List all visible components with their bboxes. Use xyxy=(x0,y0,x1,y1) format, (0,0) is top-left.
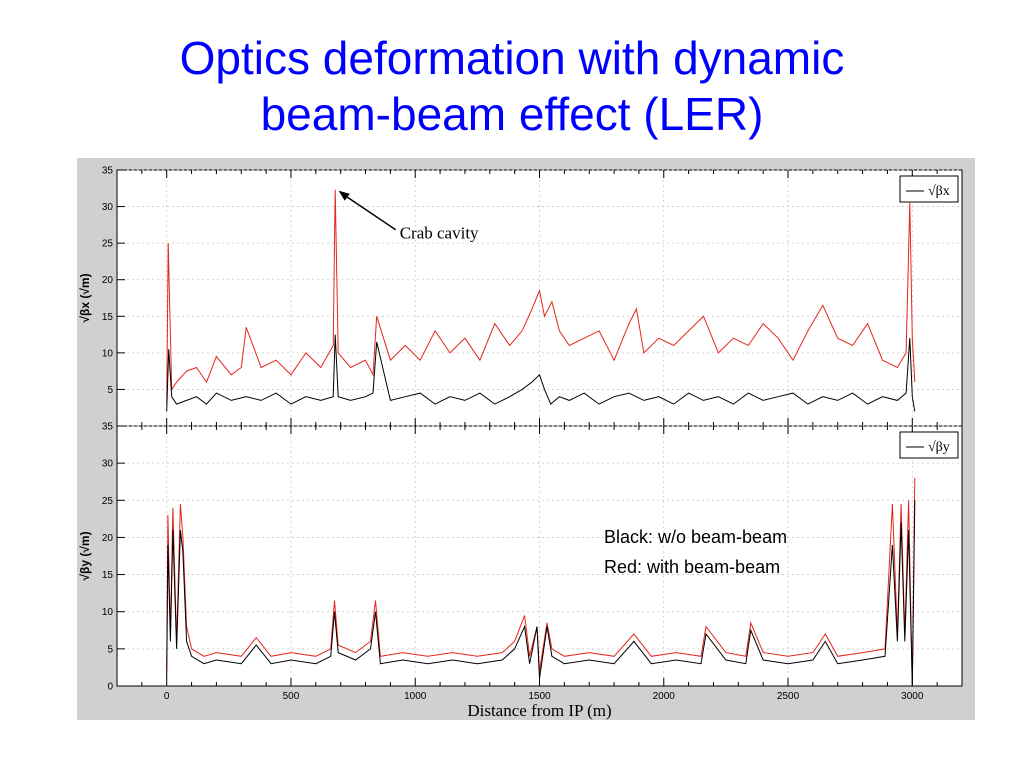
x-tick-label: 3000 xyxy=(901,691,924,702)
y-tick-label: 15 xyxy=(102,570,114,581)
y-tick-label: 35 xyxy=(102,166,114,177)
annotation-label: Crab cavity xyxy=(400,224,479,243)
series-without-beam-beam xyxy=(166,500,916,687)
panel-1: 5 10 15 20 25 30 35 √βx (√m) √βx Crab cavity xyxy=(78,166,963,427)
y-tick-label: 10 xyxy=(102,607,114,618)
series-without-beam-beam xyxy=(166,334,916,412)
series-with-beam-beam xyxy=(166,189,916,405)
slide-title: Optics deformation with dynamic beam-bea… xyxy=(0,30,1024,142)
y-tick-label: 30 xyxy=(102,202,114,213)
y-tick-label: 20 xyxy=(102,275,114,286)
x-tick-label: 2000 xyxy=(653,691,676,702)
legend-note-red: Red: with beam-beam xyxy=(604,557,781,577)
optics-figure: 5 10 15 20 25 30 35 √βx (√m) √βx Crab cavity 0 5 10 1… xyxy=(77,158,975,720)
x-tick-label: 0 xyxy=(164,691,170,702)
x-tick-label: 1000 xyxy=(404,691,427,702)
y-tick-label: 15 xyxy=(102,312,114,323)
x-tick-label: 2500 xyxy=(777,691,800,702)
panel-2: 0 5 10 15 20 25 30 35 0 500 1000 1500 2000 2500 3000 Di… xyxy=(78,422,963,720)
slide-title-line-2: beam-beam effect (LER) xyxy=(260,88,764,140)
y-axis-title: √βx (√m) xyxy=(78,273,92,322)
y-tick-label: 25 xyxy=(102,496,114,507)
y-tick-label: 5 xyxy=(107,385,113,396)
annotation-arrow-head xyxy=(338,190,350,201)
y-tick-label: 25 xyxy=(102,239,114,250)
y-tick-label: 0 xyxy=(107,682,113,693)
series-with-beam-beam xyxy=(166,477,916,687)
y-tick-label: 10 xyxy=(102,348,114,359)
x-tick-label: 500 xyxy=(283,691,300,702)
annotation-arrow-line xyxy=(340,192,397,231)
x-axis-title: Distance from IP (m) xyxy=(467,701,611,720)
y-tick-label: 20 xyxy=(102,533,114,544)
legend-label: √βx xyxy=(928,184,950,199)
x-tick-label: 1500 xyxy=(528,691,551,702)
beta-function-chart: 5 10 15 20 25 30 35 √βx (√m) √βx Crab cavity 0 5 10 1… xyxy=(78,166,963,720)
plot-area xyxy=(116,169,963,427)
legend-note: Black: w/o beam-beam Red: with beam-beam xyxy=(604,522,787,582)
legend-label: √βy xyxy=(928,440,950,455)
legend-box xyxy=(899,431,959,459)
y-tick-label: 30 xyxy=(102,459,114,470)
legend-note-black: Black: w/o beam-beam xyxy=(604,527,788,547)
legend-box xyxy=(899,175,959,203)
y-tick-label: 5 xyxy=(107,644,113,655)
y-axis-title: √βy (√m) xyxy=(78,531,92,580)
y-tick-label: 35 xyxy=(102,422,114,433)
slide-title-line-1: Optics deformation with dynamic xyxy=(179,32,845,84)
